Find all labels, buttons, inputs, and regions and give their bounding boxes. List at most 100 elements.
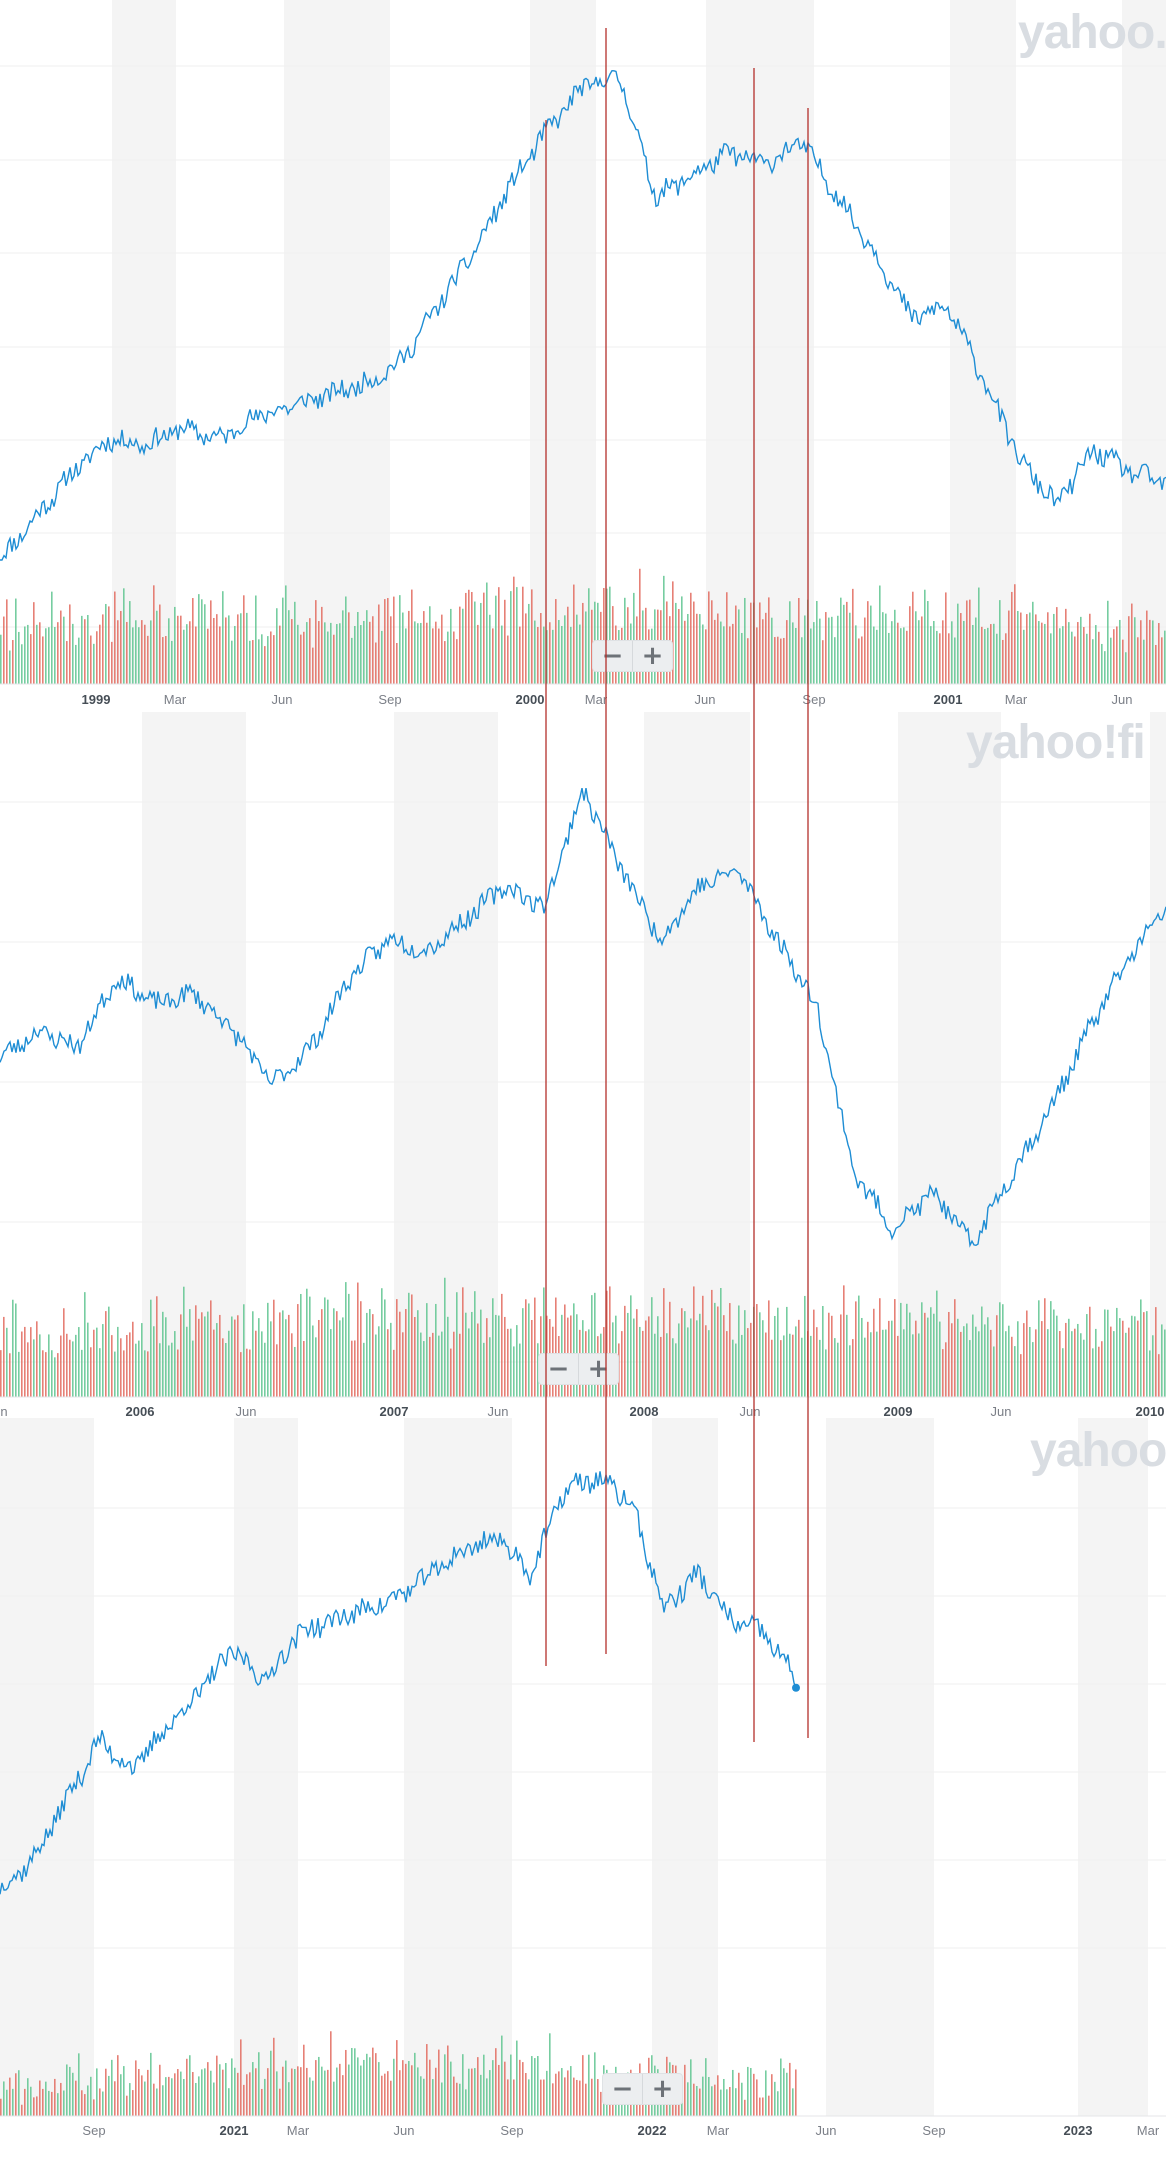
volume-bar <box>426 2044 428 2116</box>
price-line[interactable] <box>0 69 1166 561</box>
volume-bar <box>339 1320 341 1397</box>
price-line[interactable] <box>0 787 1166 1248</box>
volume-bar <box>300 1293 302 1397</box>
volume-bar <box>672 1338 674 1397</box>
volume-bar <box>387 598 389 684</box>
volume-bar <box>780 1340 782 1397</box>
volume-bar <box>462 608 464 684</box>
volume-bars[interactable] <box>0 2031 797 2116</box>
volume-bar <box>987 627 989 684</box>
volume-bar <box>54 2078 56 2116</box>
volume-bar <box>1071 631 1073 684</box>
volume-bar <box>543 1287 545 1397</box>
volume-bar <box>306 2067 308 2116</box>
volume-bar <box>663 1288 665 1397</box>
price-line[interactable] <box>0 1471 797 1895</box>
volume-bar <box>756 2079 758 2116</box>
x-axis-ticks: n 2006 Jun 2007 Jun 2008 Jun 2009 Jun 2010 <box>0 1404 1164 1418</box>
volume-bar <box>1020 612 1022 684</box>
volume-bar <box>219 626 221 684</box>
volume-bar <box>411 1294 413 1397</box>
volume-bar <box>345 2049 347 2116</box>
volume-bar <box>786 1306 788 1397</box>
volume-bar <box>963 1326 965 1397</box>
volume-bar <box>873 626 875 684</box>
shaded-period <box>234 1418 298 2116</box>
volume-bar <box>213 2082 215 2116</box>
volume-bar <box>522 2062 524 2116</box>
volume-bar <box>33 1339 35 1397</box>
volume-bar <box>819 618 821 684</box>
period-shading <box>0 1418 1148 2116</box>
last-price-dot[interactable] <box>792 1683 800 1692</box>
volume-bar <box>735 605 737 684</box>
volume-bar <box>243 1304 245 1397</box>
volume-bars[interactable] <box>0 1277 1166 1397</box>
volume-bar <box>162 637 164 684</box>
volume-bar <box>48 1334 50 1397</box>
volume-bar <box>789 1333 791 1397</box>
volume-bar <box>300 634 302 684</box>
volume-bar <box>816 1327 818 1397</box>
volume-bar <box>294 2069 296 2116</box>
zoom-in-button[interactable]: + <box>578 1354 618 1384</box>
volume-bar <box>447 631 449 684</box>
volume-bar <box>549 2033 551 2116</box>
volume-bar <box>354 1340 356 1397</box>
volume-bar <box>135 1343 137 1397</box>
volume-bar <box>318 1319 320 1397</box>
shaded-period <box>394 712 498 1397</box>
volume-bar <box>177 1349 179 1397</box>
volume-bar <box>1155 1307 1157 1397</box>
volume-bar <box>870 605 872 684</box>
volume-bar <box>249 640 251 684</box>
volume-bar <box>420 622 422 684</box>
volume-bar <box>918 620 920 684</box>
volume-bar <box>576 614 578 684</box>
volume-bar <box>249 2072 251 2116</box>
volume-bar <box>537 1343 539 1397</box>
volume-bar <box>594 1292 596 1397</box>
volume-bar <box>144 624 146 684</box>
volume-bar <box>180 615 182 684</box>
volume-bar <box>327 1299 329 1397</box>
volume-bar <box>462 1287 464 1397</box>
volume-bar <box>225 2063 227 2116</box>
volume-bar <box>243 595 245 684</box>
volume-bar <box>60 2082 62 2116</box>
volume-bar <box>57 2093 59 2116</box>
volume-bar <box>879 585 881 684</box>
zoom-out-button[interactable]: − <box>547 1354 570 1384</box>
volume-bar <box>384 1299 386 1397</box>
volume-bar <box>507 635 509 684</box>
volume-bar <box>1122 1320 1124 1397</box>
zoom-in-button[interactable]: + <box>642 2074 682 2104</box>
volume-bar <box>735 2088 737 2116</box>
volume-bar <box>555 2073 557 2116</box>
shaded-period <box>530 0 596 684</box>
volume-bar <box>702 624 704 684</box>
volume-bars[interactable] <box>0 568 1166 684</box>
volume-bar <box>84 1292 86 1397</box>
volume-bar <box>870 1332 872 1397</box>
volume-bar <box>171 640 173 684</box>
volume-bar <box>303 1340 305 1397</box>
volume-bar <box>270 631 272 684</box>
zoom-in-button[interactable]: + <box>632 641 672 671</box>
zoom-out-button[interactable]: − <box>611 2074 634 2104</box>
volume-bar <box>591 609 593 684</box>
volume-bar <box>789 2062 791 2116</box>
volume-bar <box>312 2080 314 2116</box>
volume-bar <box>204 1316 206 1397</box>
volume-bar <box>525 1299 527 1397</box>
volume-bar <box>105 1311 107 1397</box>
volume-bar <box>369 2057 371 2116</box>
yahoo-watermark: yahoo <box>1030 1424 1166 1477</box>
volume-bar <box>129 601 131 684</box>
zoom-out-button[interactable]: − <box>601 641 624 671</box>
volume-bar <box>954 1299 956 1397</box>
x-tick-label: Jun <box>488 1404 509 1418</box>
volume-bar <box>990 624 992 684</box>
volume-bar <box>714 1302 716 1397</box>
